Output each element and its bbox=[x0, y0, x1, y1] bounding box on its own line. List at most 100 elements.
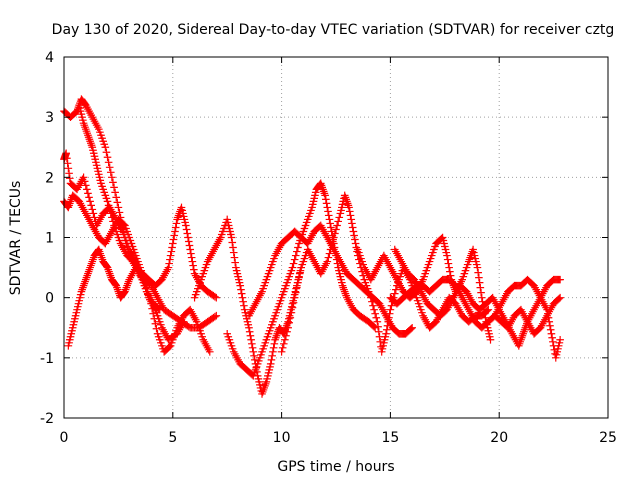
data-point bbox=[236, 281, 245, 290]
data-point bbox=[167, 338, 176, 347]
data-point bbox=[371, 309, 379, 318]
data-point bbox=[232, 266, 241, 275]
data-point bbox=[476, 283, 485, 292]
data-point bbox=[80, 177, 89, 186]
data-point bbox=[157, 338, 165, 347]
data-point bbox=[110, 183, 118, 192]
data-point bbox=[262, 275, 271, 284]
data-point bbox=[83, 185, 91, 194]
data-point bbox=[93, 164, 102, 173]
data-point bbox=[71, 311, 80, 320]
data-point bbox=[348, 219, 356, 228]
data-point bbox=[408, 323, 416, 332]
data-point bbox=[180, 215, 189, 224]
data-point bbox=[97, 131, 105, 140]
data-point bbox=[66, 332, 75, 341]
data-point bbox=[475, 278, 484, 287]
data-point bbox=[105, 205, 114, 214]
data-point bbox=[549, 337, 557, 346]
data-point bbox=[335, 269, 344, 278]
data-point bbox=[257, 351, 265, 359]
data-point bbox=[327, 223, 335, 232]
data-point bbox=[386, 305, 395, 314]
data-point bbox=[99, 185, 107, 194]
data-point bbox=[63, 159, 72, 168]
data-point bbox=[407, 324, 415, 333]
data-point bbox=[295, 239, 303, 248]
data-point bbox=[556, 275, 564, 284]
data-point bbox=[196, 278, 204, 287]
data-point bbox=[286, 313, 295, 322]
data-point bbox=[169, 335, 177, 344]
data-point bbox=[104, 158, 113, 167]
data-point bbox=[423, 263, 432, 272]
data-point bbox=[75, 296, 84, 305]
data-point bbox=[92, 158, 100, 167]
data-point bbox=[97, 179, 105, 188]
series-track-8 bbox=[245, 221, 416, 338]
data-point bbox=[226, 227, 234, 236]
data-point bbox=[337, 275, 345, 284]
data-point bbox=[111, 188, 119, 197]
data-point bbox=[379, 342, 387, 350]
data-point bbox=[65, 169, 73, 178]
data-point bbox=[441, 245, 450, 254]
data-point bbox=[138, 275, 147, 284]
data-point bbox=[338, 278, 346, 287]
data-point bbox=[374, 327, 383, 336]
data-point bbox=[170, 332, 178, 341]
data-point bbox=[301, 221, 310, 230]
data-point bbox=[103, 153, 112, 162]
data-point bbox=[197, 329, 205, 338]
data-point bbox=[484, 326, 493, 335]
data-point bbox=[158, 342, 166, 350]
data-point bbox=[264, 372, 272, 380]
data-point bbox=[268, 352, 276, 360]
data-point bbox=[287, 302, 296, 311]
data-point bbox=[323, 203, 332, 212]
data-point bbox=[350, 231, 358, 240]
data-point bbox=[98, 134, 106, 143]
data-point bbox=[200, 266, 209, 275]
data-point bbox=[73, 305, 81, 314]
data-point bbox=[111, 280, 120, 289]
data-point bbox=[113, 198, 122, 207]
data-point bbox=[133, 254, 141, 263]
x-tick-label: 5 bbox=[168, 430, 177, 446]
data-point bbox=[334, 217, 342, 226]
data-point bbox=[543, 309, 552, 318]
data-point bbox=[264, 329, 273, 338]
data-point bbox=[245, 323, 253, 332]
data-point bbox=[245, 327, 254, 336]
data-point bbox=[109, 178, 117, 187]
data-point bbox=[154, 304, 163, 313]
data-point bbox=[90, 213, 99, 222]
data-point bbox=[261, 338, 270, 347]
axis-ticks bbox=[63, 56, 609, 419]
data-point bbox=[198, 272, 206, 281]
data-point bbox=[79, 173, 88, 182]
data-point bbox=[470, 251, 479, 260]
data-point bbox=[256, 354, 264, 362]
data-point bbox=[225, 224, 234, 233]
data-point bbox=[92, 161, 101, 170]
data-point bbox=[137, 272, 146, 281]
x-axis-label: GPS time / hours bbox=[277, 459, 394, 475]
data-point bbox=[227, 233, 236, 242]
data-point bbox=[356, 251, 364, 260]
data-point bbox=[291, 288, 300, 297]
data-point bbox=[390, 289, 399, 298]
data-point bbox=[277, 293, 286, 302]
y-tick-labels: -2 -1 0 1 2 3 4 bbox=[40, 50, 54, 427]
data-point bbox=[299, 227, 308, 236]
data-point bbox=[284, 275, 292, 284]
data-point bbox=[111, 224, 119, 233]
data-point bbox=[195, 323, 203, 332]
data-point bbox=[182, 221, 190, 230]
data-point bbox=[326, 219, 334, 228]
data-point bbox=[171, 227, 179, 236]
data-point bbox=[543, 305, 551, 314]
data-point bbox=[237, 289, 246, 298]
data-point bbox=[249, 372, 258, 380]
data-point bbox=[472, 257, 480, 266]
